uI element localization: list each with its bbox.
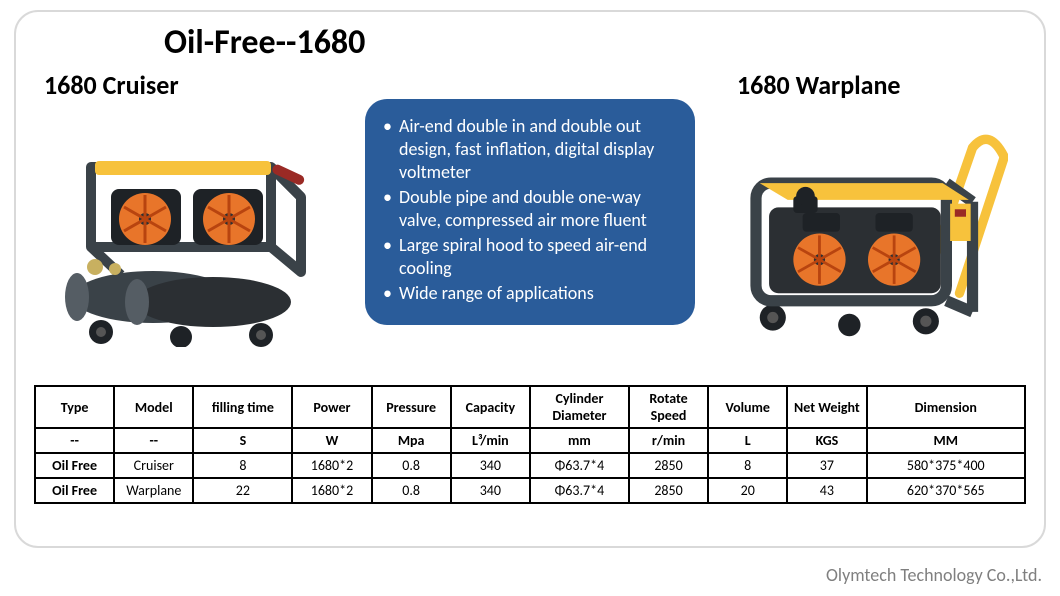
product-right-image [728, 107, 1008, 347]
feature-item: Double pipe and double one-way valve, co… [375, 186, 677, 232]
table-cell: Mpa [372, 428, 451, 453]
table-col-header: Dimension [867, 386, 1026, 428]
table-cell: 580*375*400 [867, 453, 1026, 478]
table-cell: 8 [708, 453, 787, 478]
feature-item: Air-end double in and double out design,… [375, 115, 677, 184]
features-list: Air-end double in and double out design,… [375, 115, 677, 305]
table-cell: 1680*2 [292, 453, 371, 478]
table-cell: Cruiser [114, 453, 193, 478]
table-cell: L [708, 428, 787, 453]
table-col-header: Volume [708, 386, 787, 428]
table-col-header: Cylinder Diameter [530, 386, 629, 428]
page-title: Oil-Free--1680 [164, 22, 1026, 63]
table-cell: 620*370*565 [867, 478, 1026, 503]
table-cell: 1680*2 [292, 478, 371, 503]
table-cell: r/min [629, 428, 708, 453]
product-right: 1680 Warplane [709, 69, 1026, 347]
table-cell: 20 [708, 478, 787, 503]
hero-row: 1680 Cruiser [34, 69, 1026, 379]
table-row: Oil FreeWarplane221680*20.8340Φ63.7*4285… [35, 478, 1025, 503]
product-right-label: 1680 Warplane [709, 69, 901, 101]
table-cell: 340 [451, 453, 530, 478]
slide-card: Oil-Free--1680 1680 Cruiser [14, 10, 1046, 548]
table-col-header: Rotate Speed [629, 386, 708, 428]
table-col-header: Capacity [451, 386, 530, 428]
table-row: Oil FreeCruiser81680*20.8340Φ63.7*428508… [35, 453, 1025, 478]
table-row: ----SWMpaL³/minmmr/minLKGSMM [35, 428, 1025, 453]
feature-item: Large spiral hood to speed air-end cooli… [375, 234, 677, 280]
table-cell: Warplane [114, 478, 193, 503]
table-cell: 43 [787, 478, 866, 503]
table-cell: 37 [787, 453, 866, 478]
table-cell: 0.8 [372, 453, 451, 478]
table-header-row: TypeModelfilling timePowerPressureCapaci… [35, 386, 1025, 428]
table-cell: Oil Free [35, 478, 114, 503]
table-cell: S [193, 428, 292, 453]
table-cell: 2850 [629, 453, 708, 478]
table-cell: 0.8 [372, 478, 451, 503]
table-cell: Φ63.7*4 [530, 478, 629, 503]
spec-table: TypeModelfilling timePowerPressureCapaci… [34, 385, 1026, 504]
feature-item: Wide range of applications [375, 282, 677, 305]
table-cell: L³/min [451, 428, 530, 453]
table-cell: 2850 [629, 478, 708, 503]
table-cell: -- [114, 428, 193, 453]
table-col-header: filling time [193, 386, 292, 428]
table-cell: W [292, 428, 371, 453]
table-col-header: Power [292, 386, 371, 428]
table-cell: -- [35, 428, 114, 453]
table-cell: Φ63.7*4 [530, 453, 629, 478]
table-cell: mm [530, 428, 629, 453]
product-left: 1680 Cruiser [34, 69, 351, 347]
company-footer: Olymtech Technology Co.,Ltd. [826, 564, 1042, 586]
table-cell: 8 [193, 453, 292, 478]
table-col-header: Net Weight [787, 386, 866, 428]
table-cell: MM [867, 428, 1026, 453]
table-cell: 22 [193, 478, 292, 503]
product-left-label: 1680 Cruiser [34, 69, 179, 101]
table-col-header: Type [35, 386, 114, 428]
table-cell: Oil Free [35, 453, 114, 478]
table-col-header: Pressure [372, 386, 451, 428]
table-cell: 340 [451, 478, 530, 503]
product-left-image [53, 107, 333, 347]
table-cell: KGS [787, 428, 866, 453]
features-box: Air-end double in and double out design,… [365, 99, 695, 325]
table-col-header: Model [114, 386, 193, 428]
